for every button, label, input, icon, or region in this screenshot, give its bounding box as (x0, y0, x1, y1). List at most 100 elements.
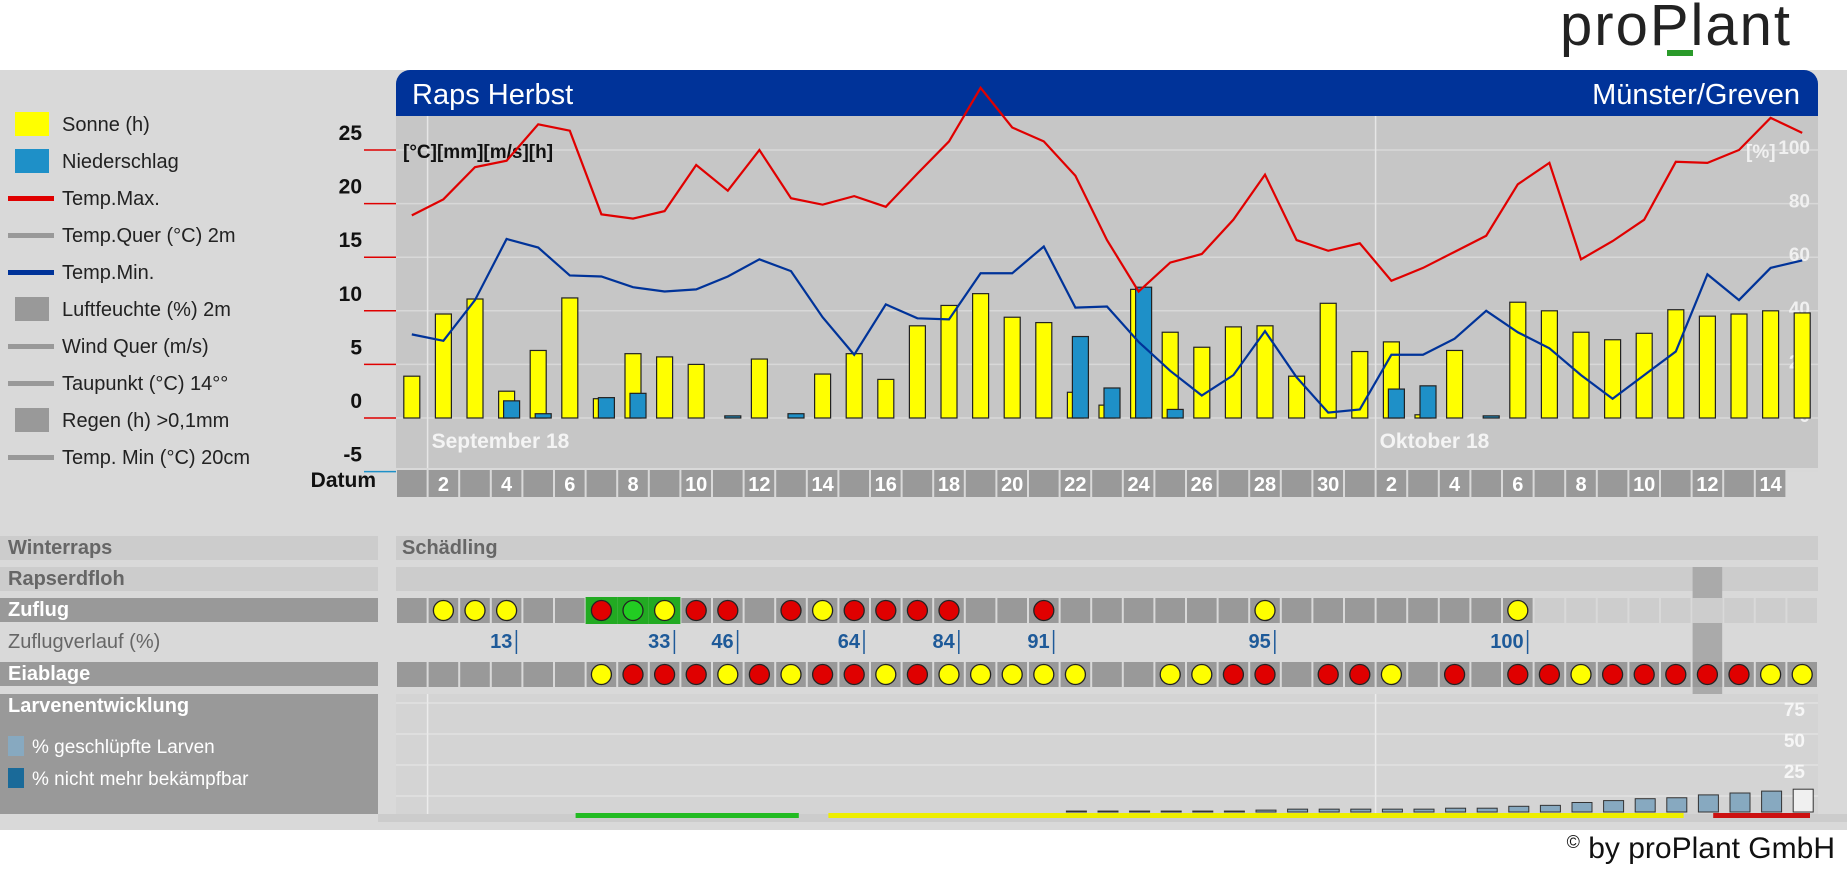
zuflugverlauf-value: 33 (648, 631, 670, 653)
date-cell (1408, 470, 1438, 497)
date-cell (1155, 470, 1185, 497)
date-cell (776, 470, 806, 497)
zuflug-cell (1218, 598, 1249, 623)
larvae-bar (1381, 808, 1403, 813)
date-cell (1597, 470, 1628, 497)
station-name: Münster/Greven (1592, 79, 1800, 111)
larvae-bar (1255, 809, 1277, 813)
precip-bar (1482, 415, 1500, 419)
zuflug-marker (717, 599, 739, 622)
zuflug-cell (1092, 598, 1122, 623)
date-tick-label: 12 (1696, 474, 1718, 496)
precip-bar (787, 413, 805, 419)
eiablage-marker (1222, 663, 1245, 686)
eiablage-marker (1791, 663, 1813, 686)
zuflug-marker (1507, 599, 1529, 622)
date-cell (1661, 470, 1691, 497)
date-tick-label: 20 (1001, 474, 1023, 496)
unit-label-left: [°C][mm][m/s][h] (403, 142, 553, 163)
date-cell (713, 470, 743, 497)
copyright-text: © by proPlant GmbH (1566, 832, 1835, 865)
date-cell (555, 470, 585, 497)
zuflug-cell (523, 598, 553, 623)
date-cell (965, 470, 996, 497)
date-cell (1218, 470, 1249, 497)
eiablage-marker (622, 663, 644, 686)
zuflug-cell (1408, 598, 1438, 623)
larvae-bar (1097, 810, 1119, 813)
legend-line (8, 196, 54, 201)
date-tick-label: 30 (1317, 474, 1339, 496)
date-cell (1724, 470, 1754, 497)
date-row-label: Datum (311, 469, 376, 492)
larvae-bar (1413, 808, 1435, 813)
date-cell (1534, 470, 1565, 497)
sun-bar (1698, 315, 1717, 419)
date-cell (1566, 470, 1596, 497)
larvae-bar (1539, 804, 1561, 813)
date-cell (649, 470, 680, 497)
table-row-label: Winterraps (8, 537, 112, 559)
date-cell (997, 470, 1027, 497)
pest-row-bg (396, 567, 1818, 591)
larvae-bar (1697, 794, 1719, 813)
sun-bar (1003, 316, 1021, 419)
date-tick-label: 24 (1127, 474, 1150, 496)
date-tick-label: 26 (1191, 474, 1213, 496)
eiablage-cell (1408, 662, 1438, 687)
table-row-label: Zuflug (8, 599, 69, 621)
date-tick-label: 14 (811, 474, 834, 496)
date-tick-label: 12 (748, 474, 770, 496)
larvae-bar (1350, 808, 1372, 813)
y-right-tick-label: 80 (1789, 192, 1810, 213)
zuflug-cell (1155, 598, 1185, 623)
zuflug-marker (1254, 599, 1276, 622)
date-cell (1376, 470, 1407, 497)
date-cell (1029, 470, 1059, 497)
eiablage-cell (1092, 662, 1122, 687)
eiablage-marker (685, 663, 707, 686)
precip-bar (629, 392, 647, 419)
zuflugverlauf-value: 13 (490, 631, 512, 653)
eiablage-marker (1033, 663, 1055, 686)
larvae-bar (1634, 798, 1656, 813)
y-tick-label: -5 (343, 444, 362, 467)
y-tick-label: 5 (350, 336, 362, 359)
larvae-bar (1223, 810, 1245, 813)
y-tick-label: 0 (350, 390, 362, 413)
status-bar-segment (1713, 813, 1810, 818)
legend-line (8, 344, 54, 349)
status-bar-segment (575, 813, 799, 818)
table-row-label-bg (0, 567, 378, 591)
eiablage-marker (906, 663, 929, 686)
date-tick-label: 18 (938, 474, 960, 496)
precip-bar (1419, 385, 1437, 419)
larvae-bar (1445, 807, 1467, 813)
zuflugverlauf-value: 84 (933, 631, 956, 653)
larvae-bar (1318, 808, 1340, 813)
zuflug-cell (1724, 598, 1754, 623)
date-cell (1313, 470, 1343, 497)
date-cell (1629, 470, 1659, 497)
date-cell (1092, 470, 1122, 497)
zuflug-cell (744, 598, 775, 623)
zuflug-marker (1033, 599, 1055, 622)
status-bar-segment (828, 813, 1684, 818)
eiablage-marker (1317, 663, 1339, 686)
zuflug-cell (1060, 598, 1091, 623)
y-right-tick-label: 100 (1778, 138, 1810, 159)
date-cell (1187, 470, 1217, 497)
eiablage-marker (1001, 663, 1023, 686)
y-tick-label: 20 (339, 176, 362, 199)
table-row-label: Larvenentwicklung (8, 695, 189, 717)
sun-bar (1256, 325, 1274, 419)
eiablage-marker (1759, 663, 1782, 686)
sun-bar (1224, 326, 1243, 419)
zuflug-cell (1313, 598, 1343, 623)
zuflug-cell (1345, 598, 1375, 623)
eiablage-marker (1254, 663, 1276, 686)
larvae-bar (1192, 810, 1214, 813)
sun-bar (466, 298, 484, 419)
eiablage-marker (1633, 663, 1655, 686)
sun-bar (1319, 302, 1337, 419)
